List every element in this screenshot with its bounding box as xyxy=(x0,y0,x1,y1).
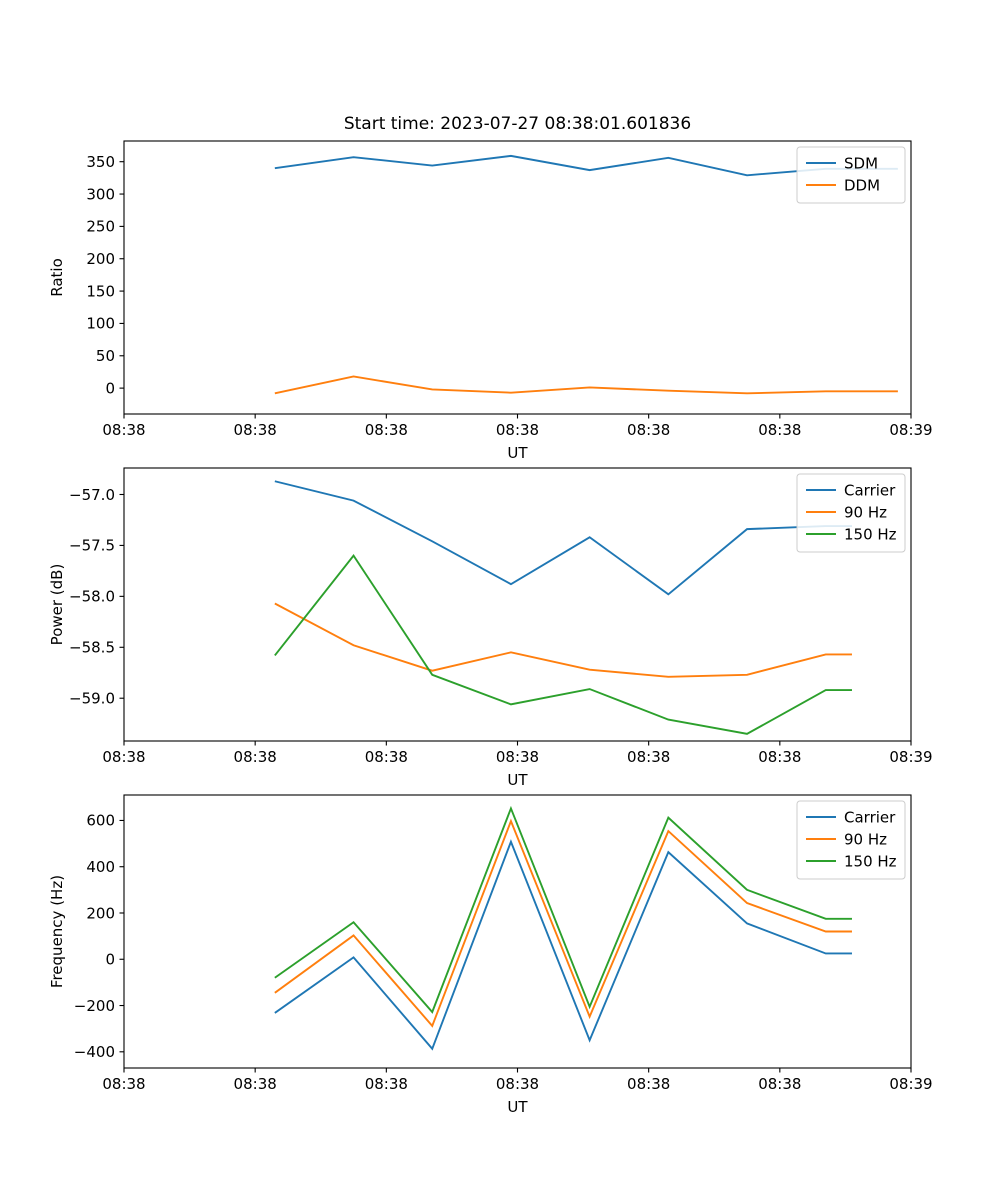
x-tick-label: 08:38 xyxy=(758,1075,801,1093)
series-line-150-hz xyxy=(274,553,852,735)
x-tick-label: 08:38 xyxy=(365,1075,408,1093)
series-line-carrier xyxy=(274,839,852,1051)
y-tick-label: 600 xyxy=(86,812,115,830)
x-tick-label: 08:39 xyxy=(889,748,932,766)
legend-label-sdm: SDM xyxy=(844,154,878,172)
series-line-ddm xyxy=(274,375,898,395)
x-tick-label: 08:38 xyxy=(758,421,801,439)
y-tick-label: 100 xyxy=(86,315,115,333)
y-tick-label: 300 xyxy=(86,185,115,203)
y-tick-label: −200 xyxy=(74,997,115,1015)
ratio-panel: Start time: 2023-07-27 08:38:01.601836 08… xyxy=(48,114,933,462)
power-panel: 08:38 08:38 08:38 08:38 08:38 08:38 08:39 UT −57… xyxy=(48,467,933,789)
y-axis-label: Ratio xyxy=(48,258,66,297)
x-tick-label: 08:39 xyxy=(889,1075,932,1093)
x-tick-label: 08:38 xyxy=(496,421,539,439)
y-tick-label: 400 xyxy=(86,858,115,876)
x-tick-label: 08:38 xyxy=(758,748,801,766)
legend-label-150-hz: 150 Hz xyxy=(844,852,897,870)
x-tick-label: 08:38 xyxy=(365,748,408,766)
y-axis-label: Frequency (Hz) xyxy=(48,875,66,988)
frequency-panel: 08:38 08:38 08:38 08:38 08:38 08:38 08:39 UT −40… xyxy=(48,794,933,1116)
power-panel-axes-frame xyxy=(123,467,912,742)
x-axis-label: UT xyxy=(507,444,528,462)
legend-label-90-hz: 90 Hz xyxy=(844,830,887,848)
ratio-panel-axes-frame xyxy=(123,140,912,415)
legend-label-ddm: DDM xyxy=(844,176,880,194)
legend-background xyxy=(796,473,906,553)
y-tick-label: 200 xyxy=(86,250,115,268)
y-tick-label: 250 xyxy=(86,218,115,236)
y-tick-label: −400 xyxy=(74,1043,115,1061)
y-axis-label: Power (dB) xyxy=(48,564,66,646)
legend-label-carrier: Carrier xyxy=(844,481,896,499)
x-tick-label: 08:38 xyxy=(496,1075,539,1093)
power-panel-legend[interactable]: Carrier 90 Hz 150 Hz xyxy=(796,473,906,553)
legend-label-150-hz: 150 Hz xyxy=(844,525,897,543)
y-tick-label: 350 xyxy=(86,153,115,171)
y-tick-label: −58.0 xyxy=(69,588,115,606)
x-tick-label: 08:38 xyxy=(102,748,145,766)
ratio-panel-legend[interactable]: SDM DDM xyxy=(796,146,906,204)
x-axis-label: UT xyxy=(507,1098,528,1116)
x-tick-label: 08:38 xyxy=(627,1075,670,1093)
y-tick-label: 50 xyxy=(96,347,115,365)
y-tick-label: −59.0 xyxy=(69,690,115,708)
x-tick-label: 08:38 xyxy=(234,748,277,766)
y-tick-label: −58.5 xyxy=(69,639,115,657)
legend-label-carrier: Carrier xyxy=(844,808,896,826)
plot-title: Start time: 2023-07-27 08:38:01.601836 xyxy=(344,114,691,134)
frequency-panel-legend[interactable]: Carrier 90 Hz 150 Hz xyxy=(796,800,906,880)
y-tick-label: −57.0 xyxy=(69,486,115,504)
y-tick-label: 150 xyxy=(86,282,115,300)
frequency-panel-series-group xyxy=(274,805,852,1051)
x-tick-label: 08:38 xyxy=(496,748,539,766)
y-tick-label: 0 xyxy=(105,379,115,397)
x-tick-label: 08:38 xyxy=(627,748,670,766)
y-tick-label: 0 xyxy=(105,951,115,969)
series-line-90-hz xyxy=(274,818,852,1028)
y-tick-label: −57.5 xyxy=(69,537,115,555)
x-tick-label: 08:38 xyxy=(102,421,145,439)
series-line-carrier xyxy=(274,480,852,596)
legend-label-90-hz: 90 Hz xyxy=(844,503,887,521)
legend-background xyxy=(796,146,906,204)
x-axis-label: UT xyxy=(507,771,528,789)
series-line-150-hz xyxy=(274,805,852,1014)
x-tick-label: 08:38 xyxy=(102,1075,145,1093)
x-tick-label: 08:38 xyxy=(234,421,277,439)
x-tick-label: 08:38 xyxy=(365,421,408,439)
x-tick-label: 08:38 xyxy=(234,1075,277,1093)
series-line-90-hz xyxy=(274,602,852,678)
power-panel-series-group xyxy=(274,480,852,735)
y-tick-label: 200 xyxy=(86,904,115,922)
x-tick-label: 08:38 xyxy=(627,421,670,439)
legend-background xyxy=(796,800,906,880)
x-tick-label: 08:39 xyxy=(889,421,932,439)
